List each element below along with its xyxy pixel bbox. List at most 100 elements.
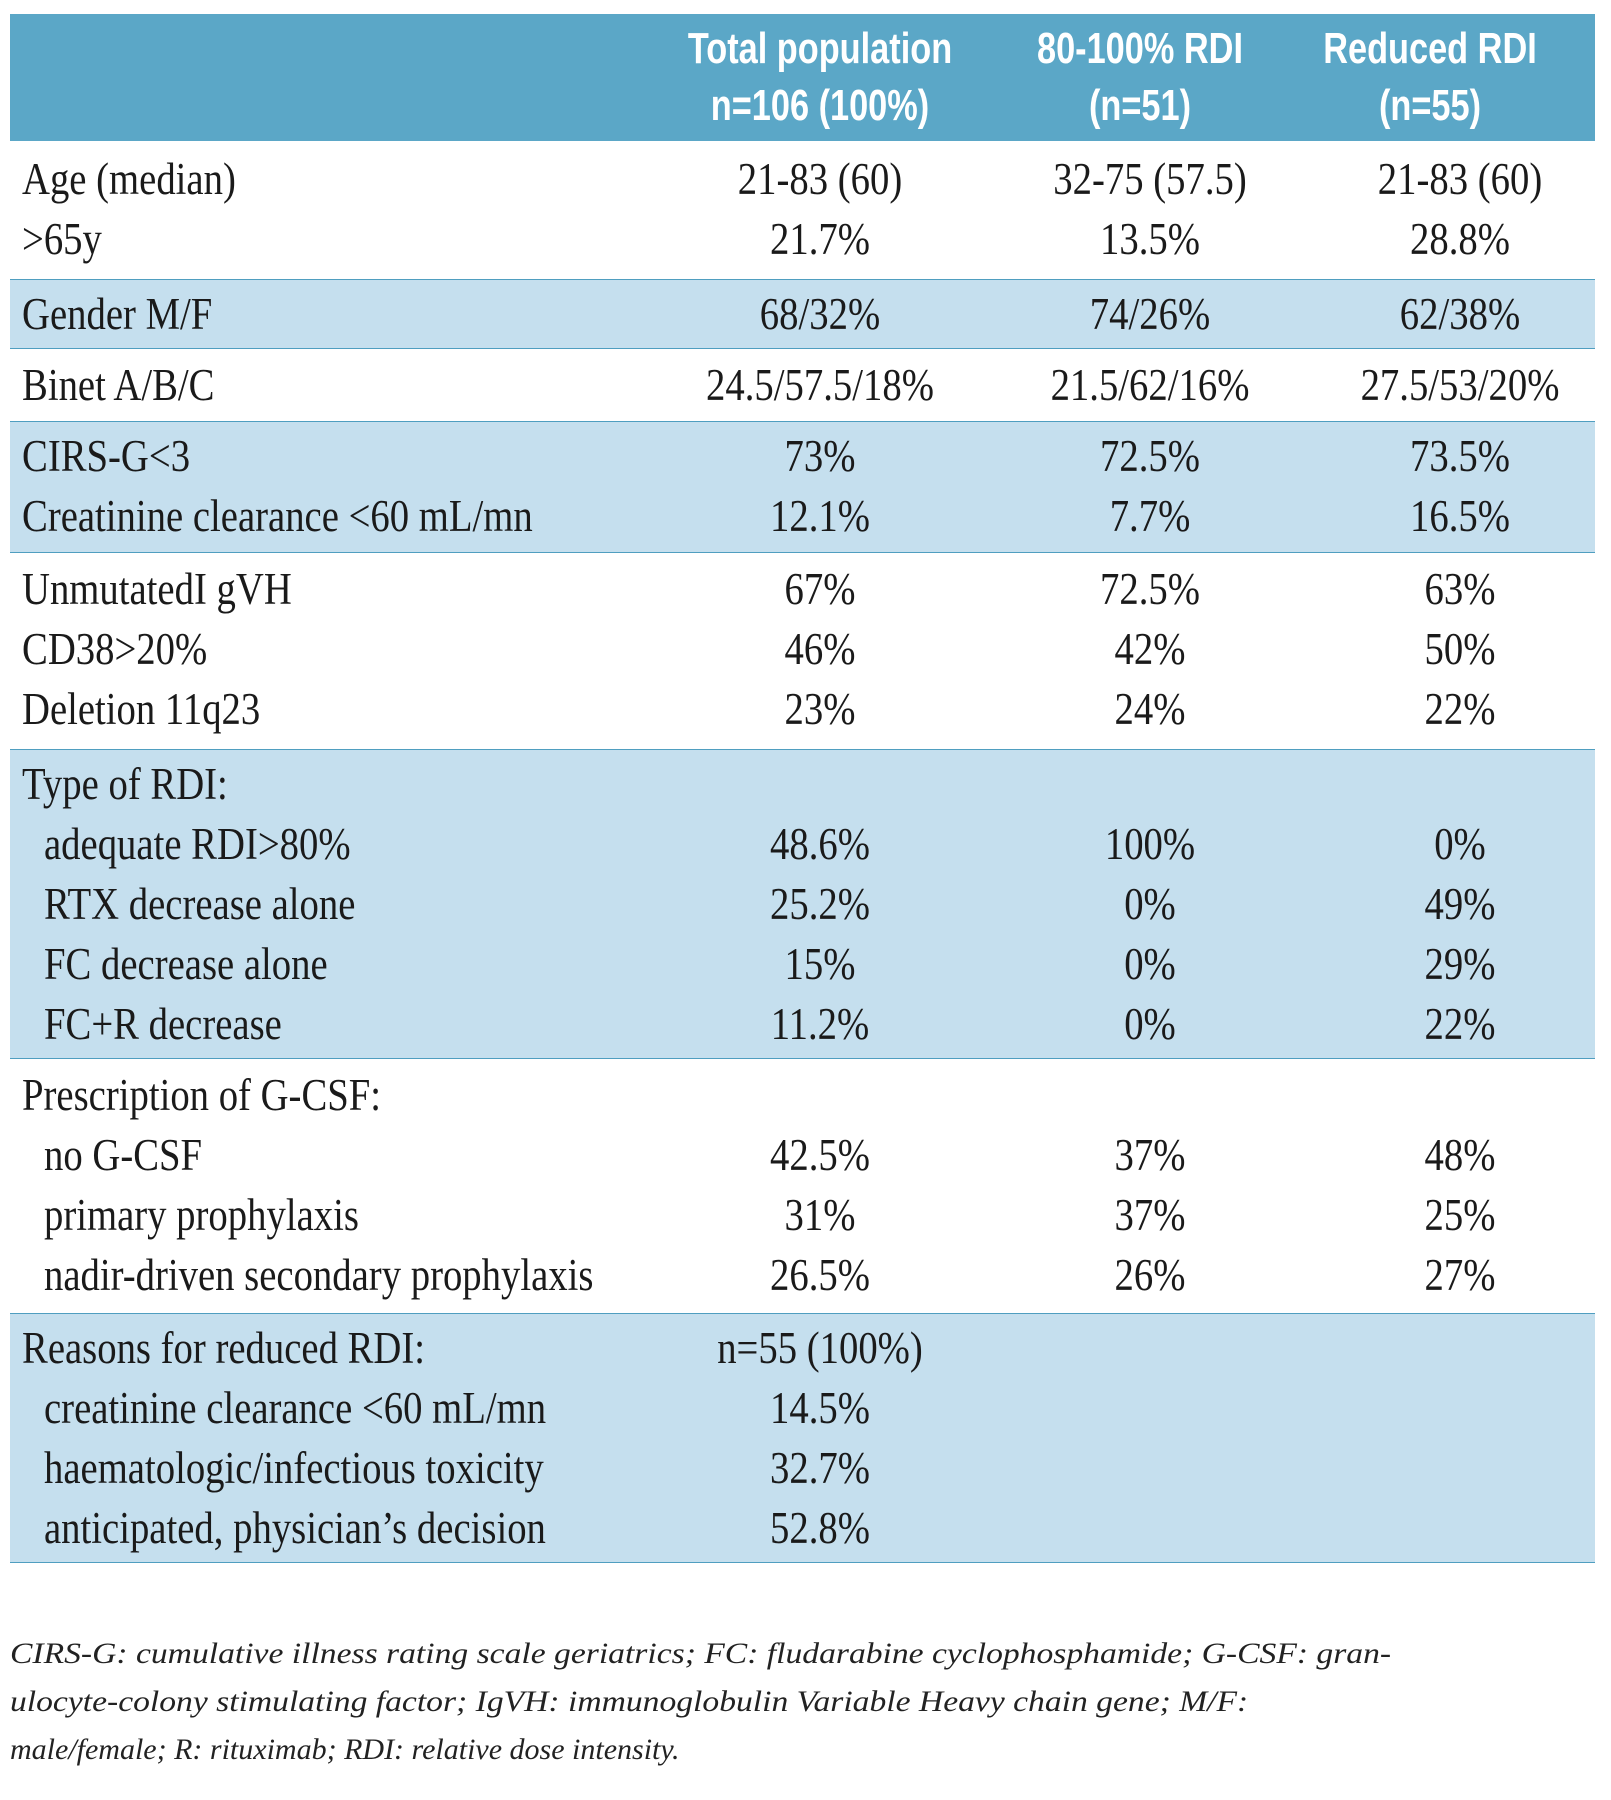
cell-total-population: 52.8%: [770, 1503, 870, 1553]
table-row: Gender M/F 68/32% 74/26% 62/38%: [10, 284, 1595, 344]
cell-reduced-rdi: 48%: [1424, 1130, 1496, 1180]
table-row: >65y 21.7% 13.5% 28.8%: [10, 209, 1595, 269]
table-row: FC decrease alone 15% 0% 29%: [10, 934, 1595, 994]
cell-reduced-rdi: [1331, 1378, 1589, 1438]
cell-total-population: 73%: [784, 431, 856, 481]
cell-reduced-rdi: 21-83 (60): [1377, 154, 1543, 204]
table-row: anticipated, physician’s decision 52.8%: [10, 1498, 1595, 1558]
row-label: Prescription of G-CSF:: [22, 1070, 382, 1120]
cell-80-100-rdi: 0%: [1124, 879, 1176, 929]
row-label: CD38>20%: [22, 624, 208, 674]
table-row: nadir-driven secondary prophylaxis 26.5% 2…: [10, 1245, 1595, 1305]
row-label: creatinine clearance <60 mL/mn: [44, 1383, 547, 1433]
table-row: CD38>20% 46% 42% 50%: [10, 619, 1595, 679]
table-row: no G-CSF 42.5% 37% 48%: [10, 1125, 1595, 1185]
row-label: >65y: [22, 214, 102, 264]
row-label: Type of RDI:: [22, 759, 228, 809]
cell-reduced-rdi: 27.5/53/20%: [1360, 360, 1560, 410]
cell-80-100-rdi: 74/26%: [1089, 289, 1211, 339]
cell-total-population: 42.5%: [770, 1130, 870, 1180]
cell-80-100-rdi: 0%: [1124, 939, 1176, 989]
cell-total-population: 12.1%: [770, 491, 870, 541]
cell-total-population: 25.2%: [770, 879, 870, 929]
table-row: haematologic/infectious toxicity 32.7%: [10, 1438, 1595, 1498]
row-group: UnmutatedI gVH 67% 72.5% 63% CD38>20% 46% 42% 5…: [10, 552, 1595, 749]
cell-total-population: 21.7%: [770, 214, 870, 264]
cell-reduced-rdi: [1331, 1438, 1589, 1498]
table-bottom-rule: [10, 1562, 1595, 1563]
cell-80-100-rdi: 26%: [1114, 1250, 1186, 1300]
cell-80-100-rdi: 13.5%: [1100, 214, 1200, 264]
cell-total-population: 26.5%: [770, 1250, 870, 1300]
table-row: CIRS-G<3 73% 72.5% 73.5%: [10, 426, 1595, 486]
cell-reduced-rdi: [1331, 1065, 1589, 1125]
table-row: Deletion 11q23 23% 24% 22%: [10, 679, 1595, 739]
cell-reduced-rdi: 25%: [1424, 1190, 1496, 1240]
row-label: primary prophylaxis: [44, 1190, 359, 1240]
cell-80-100-rdi: 37%: [1114, 1190, 1186, 1240]
table-row: Prescription of G-CSF:: [10, 1065, 1595, 1125]
cell-reduced-rdi: 27%: [1424, 1250, 1496, 1300]
row-label: adequate RDI>80%: [44, 819, 351, 869]
cell-total-population: 48.6%: [770, 819, 870, 869]
table-row: Binet A/B/C 24.5/57.5/18% 21.5/62/16% 27.5/…: [10, 355, 1595, 415]
header-reduced-rdi: Reduced RDI (n=55): [1323, 24, 1537, 130]
table-header: Total population n=106 (100%) 80-100% RD…: [10, 14, 1595, 141]
cell-80-100-rdi: 21.5/62/16%: [1050, 360, 1250, 410]
row-label: Creatinine clearance <60 mL/mn: [22, 491, 533, 541]
row-group: Type of RDI: adequate RDI>80% 48.6% 100% 0% R…: [10, 749, 1595, 1058]
caption-line: ulocyte-colony stimulating factor; IgVH:…: [10, 1685, 1249, 1718]
cell-80-100-rdi: [1021, 1318, 1279, 1378]
cell-total-population: [691, 754, 949, 814]
cell-reduced-rdi: 29%: [1424, 939, 1496, 989]
table-row: adequate RDI>80% 48.6% 100% 0%: [10, 814, 1595, 874]
row-label: Age (median): [22, 154, 236, 204]
row-label: anticipated, physician’s decision: [44, 1503, 546, 1553]
row-label: CIRS-G<3: [22, 431, 191, 481]
cell-total-population: [691, 1065, 949, 1125]
table-body: Age (median) 21-83 (60) 32-75 (57.5) 21-83 …: [10, 141, 1595, 1563]
cell-reduced-rdi: 50%: [1424, 624, 1496, 674]
row-group: CIRS-G<3 73% 72.5% 73.5% Creatinine clearanc…: [10, 421, 1595, 552]
cell-80-100-rdi: 24%: [1114, 684, 1186, 734]
row-label: FC+R decrease: [44, 999, 282, 1049]
cell-reduced-rdi: 73.5%: [1410, 431, 1510, 481]
cell-80-100-rdi: 100%: [1104, 819, 1196, 869]
header-total-population: Total population n=106 (100%): [687, 24, 953, 130]
cell-80-100-rdi: 72.5%: [1100, 564, 1200, 614]
row-label: no G-CSF: [44, 1130, 203, 1180]
caption-line: CIRS-G: cumulative illness rating scale …: [10, 1637, 1392, 1670]
cell-total-population: 67%: [784, 564, 856, 614]
row-group: Binet A/B/C 24.5/57.5/18% 21.5/62/16% 27.5/…: [10, 348, 1595, 421]
data-table: Total population n=106 (100%) 80-100% RD…: [10, 14, 1595, 1563]
table-caption: CIRS-G: cumulative illness rating scale …: [10, 1630, 1600, 1774]
header-80-100-rdi: 80-100% RDI (n=51): [1036, 24, 1244, 130]
cell-80-100-rdi: 72.5%: [1100, 431, 1200, 481]
table-row: creatinine clearance <60 mL/mn 14.5%: [10, 1378, 1595, 1438]
cell-total-population: 68/32%: [759, 289, 881, 339]
row-label: Gender M/F: [22, 289, 213, 339]
cell-80-100-rdi: [1021, 1378, 1279, 1438]
row-label: nadir-driven secondary prophylaxis: [44, 1250, 594, 1300]
cell-reduced-rdi: 16.5%: [1410, 491, 1510, 541]
cell-reduced-rdi: [1331, 754, 1589, 814]
row-group: Gender M/F 68/32% 74/26% 62/38%: [10, 279, 1595, 348]
cell-reduced-rdi: 49%: [1424, 879, 1496, 929]
cell-total-population: 14.5%: [770, 1383, 870, 1433]
cell-reduced-rdi: 22%: [1424, 684, 1496, 734]
table-row: Age (median) 21-83 (60) 32-75 (57.5) 21-83 …: [10, 149, 1595, 209]
table-row: FC+R decrease 11.2% 0% 22%: [10, 994, 1595, 1054]
cell-reduced-rdi: 63%: [1424, 564, 1496, 614]
cell-80-100-rdi: 42%: [1114, 624, 1186, 674]
table-row: Type of RDI:: [10, 754, 1595, 814]
cell-reduced-rdi: 0%: [1434, 819, 1486, 869]
cell-80-100-rdi: 7.7%: [1109, 491, 1191, 541]
cell-total-population: 21-83 (60): [737, 154, 903, 204]
row-group: Prescription of G-CSF: no G-CSF 42.5% 37% 48…: [10, 1058, 1595, 1313]
table-row: Creatinine clearance <60 mL/mn 12.1% 7.7% 1…: [10, 486, 1595, 546]
cell-reduced-rdi: 62/38%: [1399, 289, 1521, 339]
cell-reduced-rdi: [1331, 1498, 1589, 1558]
cell-80-100-rdi: 0%: [1124, 999, 1176, 1049]
row-group: Reasons for reduced RDI: n=55 (100%) creat…: [10, 1313, 1595, 1562]
cell-80-100-rdi: [1021, 1065, 1279, 1125]
